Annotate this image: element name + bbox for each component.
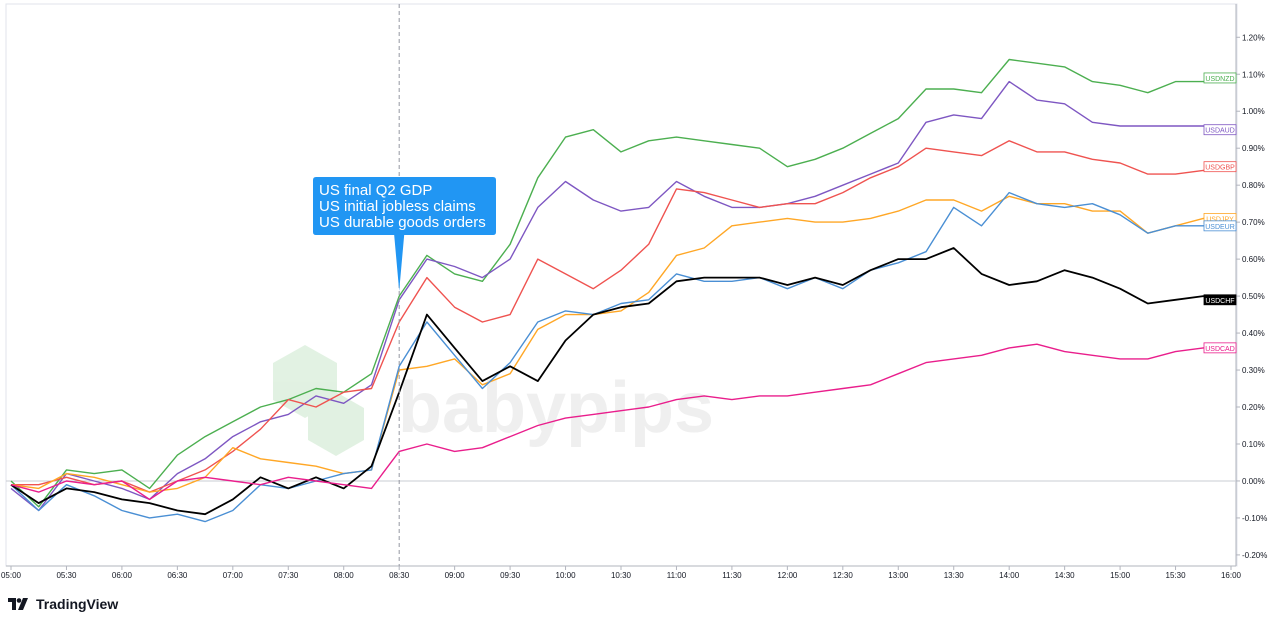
x-tick-label: 09:00 bbox=[445, 571, 466, 580]
x-tick-label: 15:30 bbox=[1166, 571, 1187, 580]
y-tick-label: 0.30% bbox=[1242, 366, 1265, 375]
y-tick-label: 0.40% bbox=[1242, 329, 1265, 338]
x-tick-label: 11:00 bbox=[667, 571, 687, 580]
y-tick-label: 0.60% bbox=[1242, 255, 1265, 264]
x-tick-label: 07:00 bbox=[223, 571, 244, 580]
x-tick-label: 08:30 bbox=[389, 571, 410, 580]
event-callout: US final Q2 GDP US initial jobless claim… bbox=[313, 4, 496, 566]
brand: TradingView bbox=[8, 596, 118, 612]
chart-frame bbox=[5, 3, 1238, 567]
x-tick-label: 05:00 bbox=[1, 571, 22, 580]
x-tick-label: 13:30 bbox=[944, 571, 965, 580]
x-tick-label: 05:30 bbox=[56, 571, 77, 580]
x-tick-label: 12:30 bbox=[833, 571, 854, 580]
y-tick-label: 1.10% bbox=[1242, 70, 1265, 79]
x-tick-label: 15:00 bbox=[1110, 571, 1131, 580]
x-tick-label: 14:30 bbox=[1055, 571, 1076, 580]
series-tag-label-usdeur: USDEUR bbox=[1205, 224, 1235, 231]
series-line-usdaud bbox=[10, 80, 1232, 512]
callout-line-2: US initial jobless claims bbox=[319, 198, 476, 215]
x-tick-label: 12:00 bbox=[777, 571, 798, 580]
series-tag-label-usdaud: USDAUD bbox=[1205, 128, 1235, 135]
series-line-usdjpy bbox=[10, 195, 1231, 493]
x-tick-label: 14:00 bbox=[999, 571, 1020, 580]
watermark-hex-icon-2 bbox=[308, 392, 364, 456]
brand-name: TradingView bbox=[36, 596, 119, 612]
series-tag-usdaud bbox=[1203, 124, 1237, 136]
series-tag-usdcad bbox=[1203, 342, 1237, 354]
callout-line-1: US final Q2 GDP bbox=[319, 182, 432, 199]
x-tick-label: 09:30 bbox=[500, 571, 521, 580]
y-tick-label: 1.20% bbox=[1242, 33, 1265, 42]
series-line-usdnzd bbox=[10, 58, 1232, 508]
y-tick-label: 1.00% bbox=[1242, 107, 1265, 116]
x-tick-label: 10:30 bbox=[611, 571, 632, 580]
x-tick-label: 11:30 bbox=[722, 571, 742, 580]
callout-bubble bbox=[313, 177, 496, 291]
x-tick-label: 07:30 bbox=[278, 571, 299, 580]
tradingview-logo-icon bbox=[8, 598, 28, 610]
callout-line-3: US durable goods orders bbox=[319, 214, 486, 231]
series-line-usdcad bbox=[10, 343, 1231, 501]
series-line-usdchf bbox=[10, 247, 1232, 516]
series-line-usdgbp bbox=[11, 140, 1232, 493]
series-tag-label-usdgbp: USDGBP bbox=[1205, 165, 1235, 172]
series-tag-usdnzd bbox=[1203, 72, 1237, 84]
y-tick-label: 0.80% bbox=[1242, 181, 1265, 190]
y-tick-label: -0.20% bbox=[1242, 551, 1267, 560]
x-tick-label: 10:00 bbox=[556, 571, 577, 580]
series-tag-label-usdnzd: USDNZD bbox=[1205, 76, 1234, 83]
y-tick-label: 0.20% bbox=[1242, 403, 1265, 412]
series-tag-usdeur bbox=[1203, 220, 1237, 232]
y-tick-label: -0.10% bbox=[1242, 514, 1267, 523]
series-line-usdeur bbox=[10, 191, 1231, 523]
x-tick-label: 13:00 bbox=[888, 571, 909, 580]
series-tag-usdchf bbox=[1203, 294, 1237, 306]
y-tick-label: 0.10% bbox=[1242, 440, 1265, 449]
y-tick-label: 0.70% bbox=[1242, 218, 1265, 227]
x-tick-label: 06:00 bbox=[112, 571, 133, 580]
y-tick-label: 0.50% bbox=[1242, 292, 1265, 301]
series-tag-label-usdcad: USDCAD bbox=[1205, 346, 1235, 353]
x-tick-label: 16:00 bbox=[1221, 571, 1242, 580]
series-tag-label-usdchf: USDCHF bbox=[1205, 298, 1234, 305]
x-tick-label: 08:00 bbox=[334, 571, 355, 580]
series-tag-label-usdjpy: USDJPY bbox=[1206, 216, 1234, 223]
x-tick-label: 06:30 bbox=[167, 571, 188, 580]
y-tick-label: 0.90% bbox=[1242, 144, 1265, 153]
watermark-text: babypips bbox=[398, 368, 714, 448]
series-tag-usdgbp bbox=[1203, 161, 1237, 173]
watermark: babypips bbox=[273, 345, 714, 456]
y-tick-label: 0.00% bbox=[1242, 477, 1265, 486]
